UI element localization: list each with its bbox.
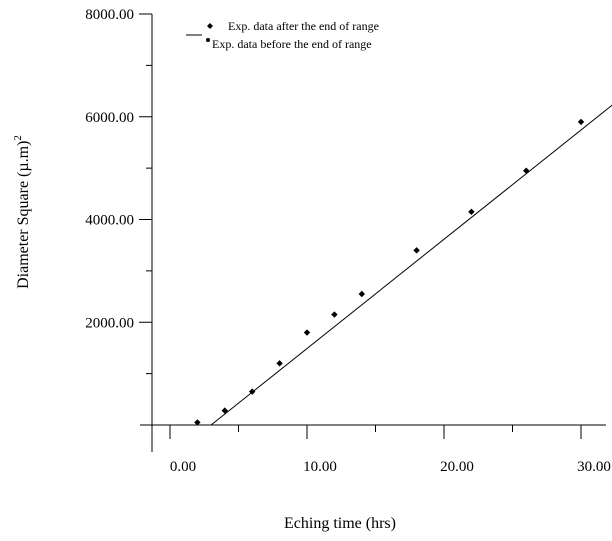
- data-points: [194, 118, 585, 426]
- axis-titles: Eching time (hrs) Diameter Square (µ.m)2: [12, 135, 396, 532]
- data-point: [249, 388, 256, 395]
- data-point: [331, 311, 338, 318]
- data-point: [358, 290, 365, 298]
- x-tick-label: 20.00: [440, 459, 474, 475]
- legend-diamond-marker: [207, 23, 213, 29]
- y-axis-title-superscript: 2: [12, 135, 24, 141]
- y-tick-label: 2000.00: [85, 315, 134, 331]
- fit-line-group: [210, 104, 612, 426]
- y-tick-label: 8000.00: [85, 7, 134, 23]
- legend-entry-label: Exp. data before the end of range: [212, 37, 372, 51]
- legend-dot-marker: [206, 38, 210, 42]
- data-point: [221, 407, 228, 414]
- data-point: [194, 419, 201, 426]
- data-point: [413, 247, 420, 254]
- legend: Exp. data after the end of range Exp. dat…: [186, 19, 379, 51]
- fit-line: [210, 104, 612, 426]
- data-point: [276, 360, 283, 367]
- x-tick-label: 30.00: [577, 459, 611, 475]
- axes: 2000.00 4000.00 6000.00 8000.00 0.00 10.00 20.…: [85, 7, 611, 475]
- data-point: [523, 167, 530, 174]
- x-axis-title: Eching time (hrs): [284, 515, 396, 532]
- data-point: [303, 329, 311, 336]
- legend-entry-label: Exp. data after the end of range: [228, 19, 379, 33]
- x-tick-label: 0.00: [170, 459, 196, 475]
- data-point: [577, 118, 585, 126]
- y-tick-label: 4000.00: [85, 213, 134, 229]
- x-tick-label: 10.00: [303, 459, 337, 475]
- data-point: [468, 208, 475, 215]
- y-axis-title: Diameter Square (µ.m)2: [12, 135, 32, 289]
- y-tick-label: 6000.00: [85, 110, 134, 126]
